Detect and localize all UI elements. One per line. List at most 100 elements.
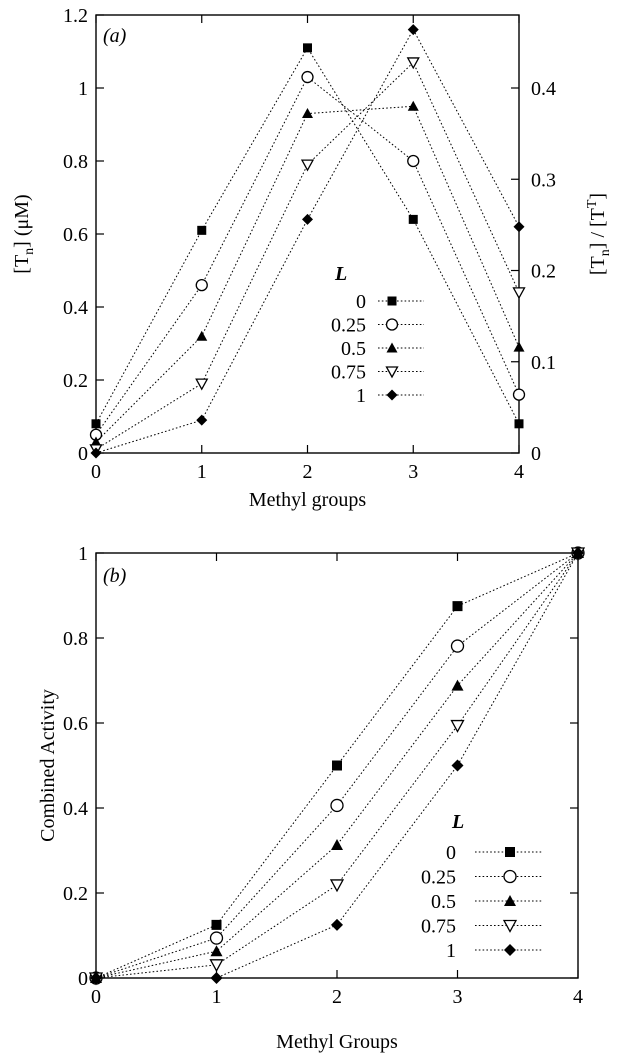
series-0 <box>91 548 583 983</box>
data-point <box>513 221 525 233</box>
series-line <box>95 552 579 979</box>
legend-marker <box>386 389 398 401</box>
y-right-tick-label: 0.1 <box>531 352 556 374</box>
data-point <box>300 159 315 172</box>
series-line <box>95 105 520 443</box>
legend-title: L <box>334 263 347 285</box>
y-right-tick-label: 0.3 <box>531 169 556 191</box>
x-tick-label: 0 <box>91 461 101 483</box>
data-point <box>331 838 343 850</box>
data-point <box>407 100 419 111</box>
x-tick-label: 4 <box>514 461 524 483</box>
data-point <box>210 945 223 957</box>
y-axis-label-right: [Tn​] / [TT​] <box>585 193 613 275</box>
panel-label: (a) <box>103 25 127 47</box>
data-point <box>196 330 208 341</box>
data-point <box>450 719 465 733</box>
y-tick-label: 0.4 <box>63 297 88 319</box>
data-point <box>406 57 420 70</box>
legend-marker <box>502 919 518 933</box>
legend-entry-label: 0.75 <box>421 916 456 938</box>
legend-marker <box>503 869 517 884</box>
data-point <box>407 24 419 36</box>
y-right-tick-label: 0.4 <box>531 78 556 100</box>
legend-entry-label: 0.5 <box>431 891 456 913</box>
data-point <box>451 679 464 691</box>
legend-entry-label: 0 <box>446 842 456 864</box>
y-tick-label: 1 <box>78 543 88 565</box>
series-line <box>95 552 579 979</box>
y-tick-label: 0 <box>78 968 88 990</box>
y-tick-label: 0 <box>78 443 88 465</box>
series-1 <box>90 547 584 984</box>
legend-marker <box>505 847 515 857</box>
data-point <box>209 931 224 945</box>
data-point <box>512 287 526 300</box>
y-tick-label: 1 <box>78 78 88 100</box>
data-point <box>90 436 102 447</box>
y-tick-label: 1.2 <box>63 5 88 27</box>
legend-marker <box>504 944 516 956</box>
y-tick-label: 0.4 <box>63 798 88 820</box>
series-0 <box>91 43 524 429</box>
series-0.75 <box>89 57 526 457</box>
series-line <box>95 46 520 425</box>
data-point <box>512 388 526 401</box>
legend-entry-label: 0.75 <box>331 362 366 384</box>
x-axis-label: Methyl Groups <box>276 1031 398 1053</box>
x-tick-label: 2 <box>332 986 342 1008</box>
legend-title: L <box>451 811 464 833</box>
series-1 <box>90 24 525 459</box>
legend-marker <box>387 296 397 306</box>
data-point <box>302 108 313 119</box>
data-point <box>451 759 464 772</box>
legend-entry-label: 1 <box>446 940 456 962</box>
panel-a-chart: 0123400.20.40.60.811.200.10.20.30.4[Tn​]… <box>11 5 613 511</box>
data-point <box>572 547 584 559</box>
x-tick-label: 4 <box>573 986 583 1008</box>
legend: L 0 0.250.5 0.751 <box>421 811 543 962</box>
series-line <box>95 76 520 436</box>
data-point <box>211 919 222 930</box>
data-point <box>329 879 345 893</box>
x-tick-label: 1 <box>212 986 222 1008</box>
x-tick-label: 0 <box>91 986 101 1008</box>
x-tick-label: 2 <box>303 461 313 483</box>
legend-entry-label: 1 <box>356 385 366 407</box>
y-tick-label: 0.6 <box>63 713 88 735</box>
data-point <box>331 918 343 931</box>
data-point <box>90 447 102 459</box>
legend-marker <box>386 342 398 353</box>
legend-entry-label: 0.25 <box>331 315 366 337</box>
series-line <box>95 28 520 454</box>
panel-label: (b) <box>103 565 127 587</box>
data-point <box>301 70 314 84</box>
y-tick-label: 0.8 <box>63 151 88 173</box>
data-point <box>408 214 418 224</box>
legend-marker <box>385 318 399 331</box>
data-point <box>332 760 342 771</box>
data-point <box>209 959 224 973</box>
x-axis-label: Methyl groups <box>249 489 366 511</box>
data-point <box>407 154 420 168</box>
x-tick-label: 3 <box>453 986 463 1008</box>
y-tick-label: 0.6 <box>63 224 88 246</box>
y-right-tick-label: 0 <box>531 443 541 465</box>
series-0.5 <box>90 100 525 447</box>
legend-entry-label: 0 <box>356 291 366 313</box>
data-point <box>330 798 344 813</box>
data-point <box>91 419 101 429</box>
data-point <box>210 972 223 984</box>
y-tick-label: 0.8 <box>63 628 88 650</box>
legend-entry-label: 0.25 <box>421 867 456 889</box>
x-tick-label: 1 <box>197 461 207 483</box>
y-tick-label: 0.2 <box>63 370 88 392</box>
data-point <box>90 972 102 984</box>
data-point <box>197 225 207 235</box>
y-axis-label: Combined Activity <box>37 689 59 842</box>
series-line <box>95 552 579 979</box>
data-point <box>196 414 208 426</box>
series-line <box>95 61 520 450</box>
legend: L00.250.50.751 <box>331 263 424 407</box>
